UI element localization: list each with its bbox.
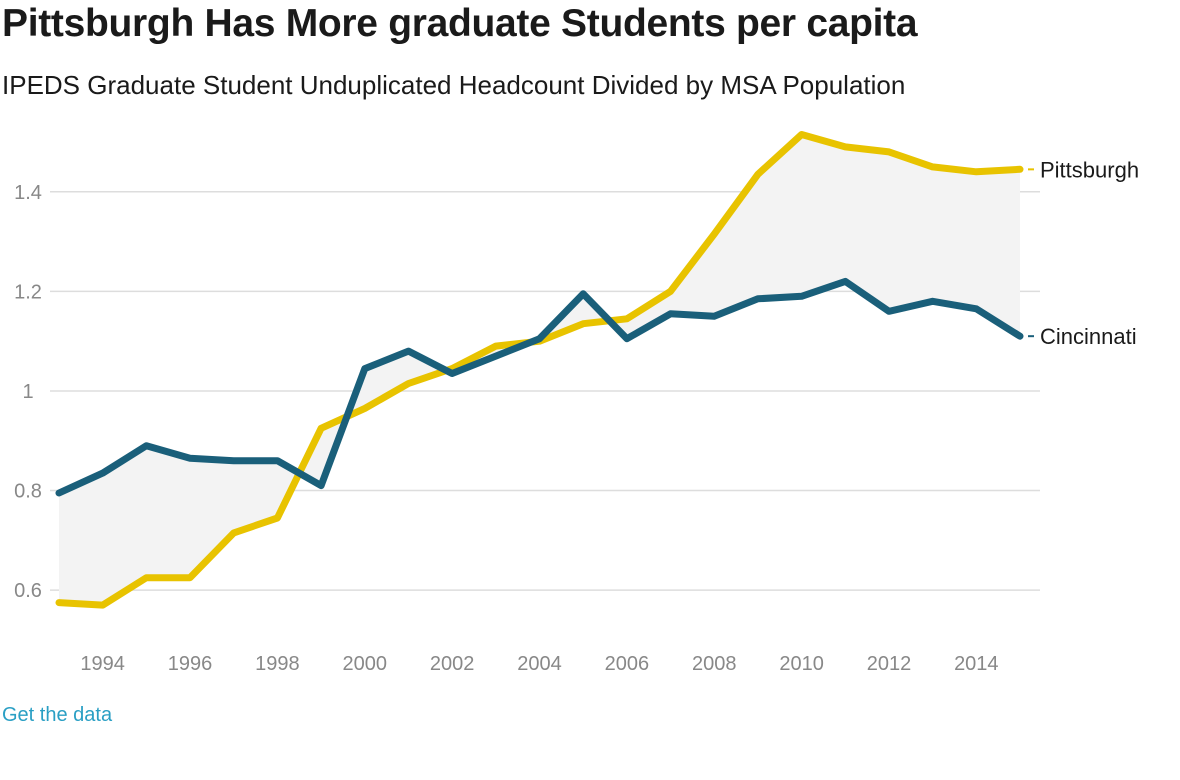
x-tick-label: 2010 [779,653,824,675]
x-tick-label: 1998 [255,653,300,675]
cincinnati-data-point [798,293,805,300]
pittsburgh-data-point [56,599,62,606]
cincinnati-data-point [449,370,456,377]
x-tick-label: 1996 [168,653,213,675]
pittsburgh-data-point [798,131,805,138]
x-tick-label: 2000 [343,653,388,675]
x-tick-label: 1994 [80,653,125,675]
pittsburgh-data-point [973,168,980,175]
y-axis-ticks: 0.6 0.8 1 1.2 1.4 [14,182,42,602]
cincinnati-data-point [361,365,368,372]
pittsburgh-data-point [1017,166,1023,173]
y-tick-label: 1.4 [14,182,42,204]
cincinnati-data-point [405,348,412,355]
y-tick-label: 0.8 [14,481,42,503]
pittsburgh-data-point [274,514,281,521]
pittsburgh-data-point [667,288,674,295]
pittsburgh-data-point [929,163,936,170]
cincinnati-data-point [842,278,849,285]
cincinnati-series-label: Cincinnati [1040,324,1137,349]
cincinnati-data-point [929,298,936,305]
pittsburgh-data-point [318,425,325,432]
cincinnati-data-point [754,295,761,302]
pittsburgh-data-point [885,148,892,155]
cincinnati-series-line [55,277,1024,497]
y-tick-label: 1 [22,381,33,403]
pittsburgh-data-point [361,405,368,412]
cincinnati-data-point [623,335,630,342]
chart-title: Pittsburgh Has More graduate Students pe… [2,2,918,45]
cincinnati-data-point [274,457,281,464]
cincinnati-data-point [536,335,543,342]
cincinnati-data-point [667,310,674,317]
pittsburgh-data-point [842,143,849,150]
cincinnati-data-point [318,482,325,489]
pittsburgh-data-point [623,315,630,322]
pittsburgh-data-point [99,602,106,609]
cincinnati-data-point [711,313,718,320]
pittsburgh-data-point [580,320,587,327]
series-lines [55,131,1024,609]
chart-subtitle: IPEDS Graduate Student Unduplicated Head… [2,70,906,100]
pittsburgh-data-point [492,343,499,350]
x-tick-label: 2012 [867,653,912,675]
pittsburgh-data-point [187,574,194,581]
cincinnati-data-point [973,305,980,312]
x-tick-label: 2002 [430,653,475,675]
series-labels: Pittsburgh Cincinnati [1028,157,1139,349]
x-axis-ticks: 1994 1996 1998 2000 2002 2004 2006 2008 2010 2012… [80,653,998,675]
difference-area [59,134,1020,606]
y-tick-label: 1.2 [14,281,42,303]
cincinnati-data-point [492,353,499,360]
pittsburgh-data-point [711,231,718,238]
y-tick-label: 0.6 [14,580,42,602]
cincinnati-data-point [99,470,106,477]
cincinnati-data-point [143,442,150,449]
cincinnati-data-point [230,457,237,464]
pittsburgh-data-point [143,574,150,581]
cincinnati-data-point [56,490,62,497]
pittsburgh-data-point [754,171,761,178]
x-tick-label: 2004 [517,653,562,675]
pittsburgh-data-point [405,380,412,387]
cincinnati-data-point [885,308,892,315]
shaded-difference-area [59,134,1020,606]
x-tick-label: 2014 [954,653,999,675]
x-tick-label: 2008 [692,653,737,675]
line-chart: 0.6 0.8 1 1.2 1.4 1994 1996 1998 2000 2002 2004 20… [14,131,1139,675]
pittsburgh-data-point [230,529,237,536]
get-the-data-link[interactable]: Get the data [2,704,113,726]
cincinnati-data-point [187,455,194,462]
x-tick-label: 2006 [605,653,650,675]
pittsburgh-series-label: Pittsburgh [1040,157,1139,182]
cincinnati-data-point [580,290,587,297]
cincinnati-data-point [1017,333,1023,340]
